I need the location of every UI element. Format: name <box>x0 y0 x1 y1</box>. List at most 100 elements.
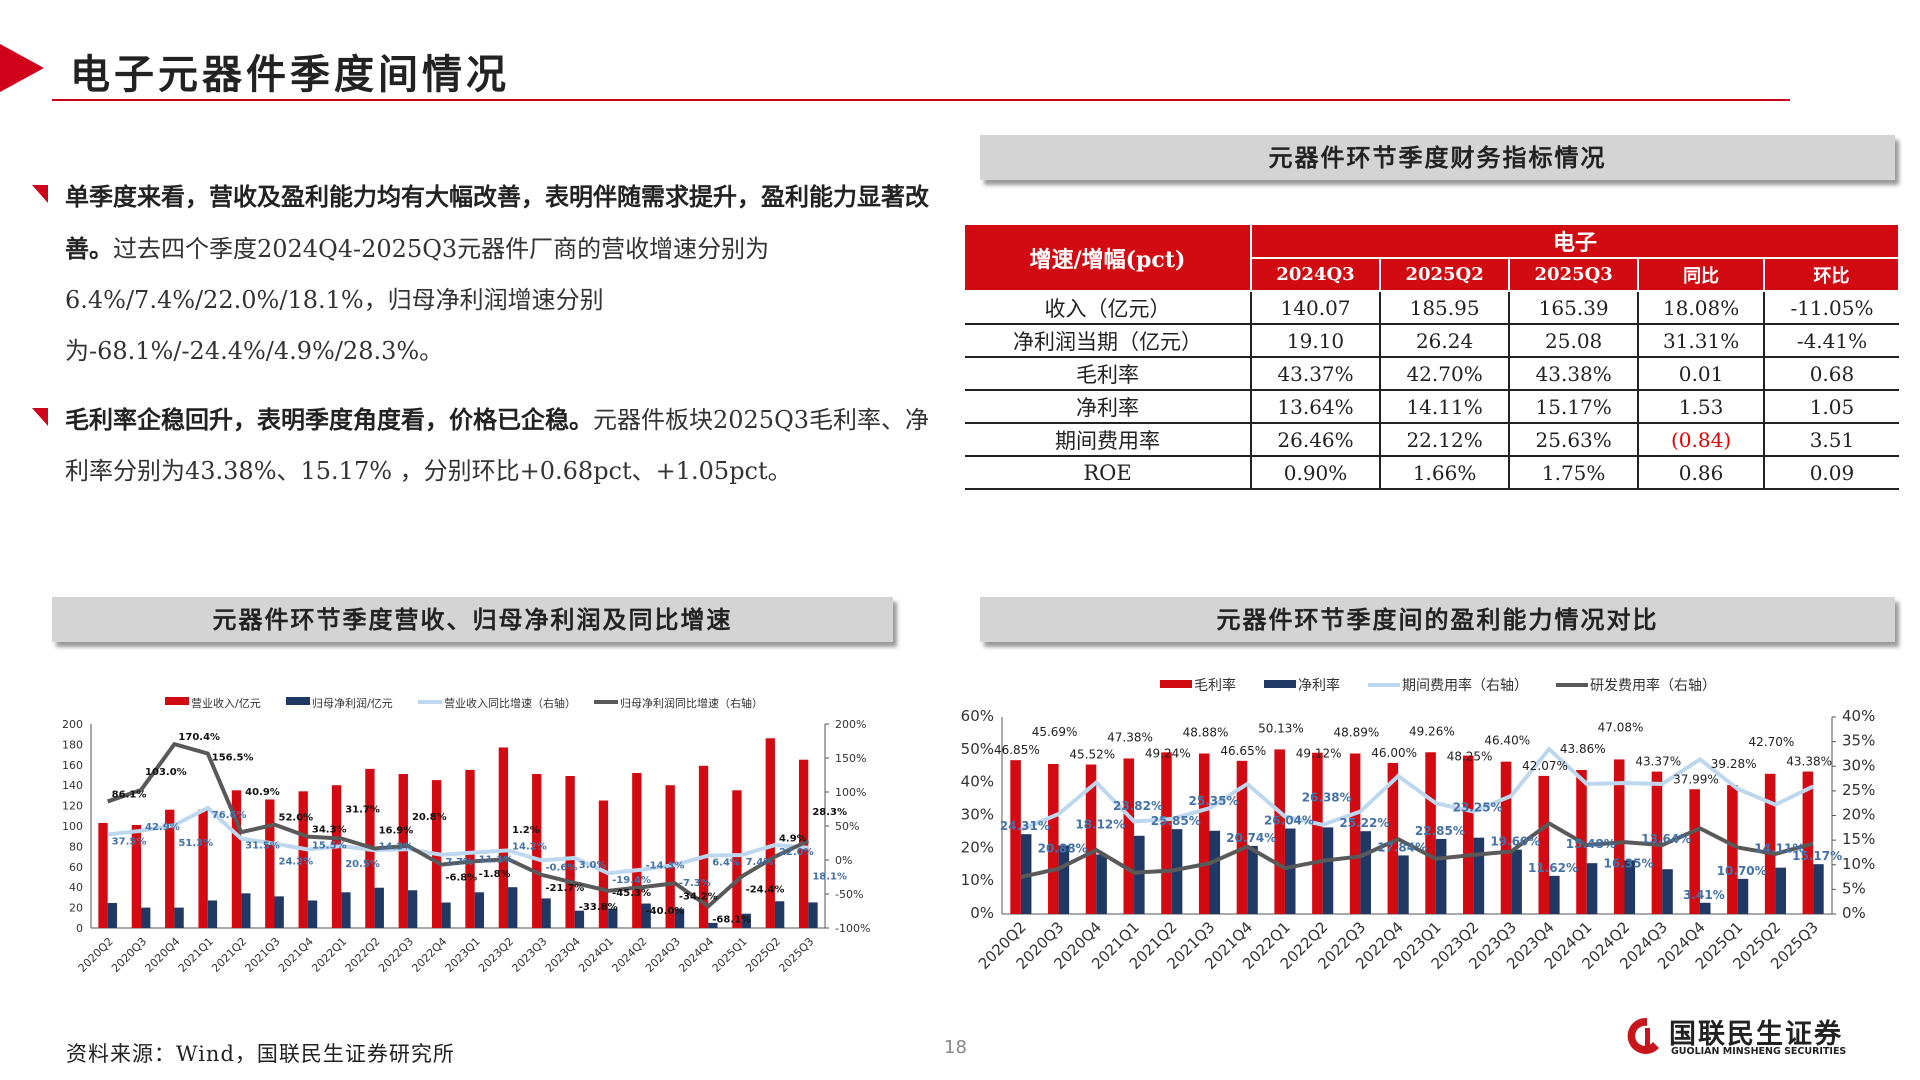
data-label: 48.88% <box>1183 726 1229 740</box>
bullet-marker-icon <box>32 185 48 203</box>
left-tick-label: 100 <box>62 820 83 833</box>
data-label: 20.74% <box>1226 831 1276 845</box>
data-label: -21.7% <box>545 883 584 894</box>
bar-2023Q4-s1 <box>574 910 585 928</box>
bar-2022Q1-s0 <box>331 785 342 928</box>
legend-label: 研发费用率（右轴） <box>1590 677 1716 694</box>
data-label: 49.24% <box>1145 746 1191 760</box>
category-label: 2023Q4 <box>543 935 583 975</box>
data-label: -40.0% <box>646 906 685 917</box>
data-label: 20.8% <box>412 812 447 823</box>
table-cell: 0.68 <box>1763 357 1899 391</box>
table-cell: 25.63% <box>1509 423 1640 457</box>
bar-2021Q3-s0 <box>265 799 275 928</box>
table-cell: 165.39 <box>1509 291 1640 325</box>
data-label: 47.08% <box>1598 720 1644 734</box>
table-col-header: 2024Q3 <box>1251 258 1382 292</box>
bar-2025Q1-s1 <box>741 913 751 928</box>
bar-2024Q2-s0 <box>632 772 642 928</box>
left-tick-label: 40% <box>961 773 994 791</box>
category-label: 2021Q2 <box>209 935 249 975</box>
bar-2024Q2-s1 <box>1624 860 1636 914</box>
bar-2021Q1-s1 <box>1134 835 1145 914</box>
right-tick-label: 15% <box>1842 830 1875 848</box>
legend-label: 营业收入同比增速（右轴） <box>444 696 576 710</box>
data-label: 14.11% <box>1754 842 1804 856</box>
bar-2022Q2-s0 <box>1312 752 1323 914</box>
bullet-1-lead: 单季度来看，营收及盈利能力均有大幅改善，表明伴随需求提升，盈利能力显著改善。 <box>65 182 929 263</box>
bullet-marker-icon <box>32 408 48 426</box>
bar-2021Q2-s0 <box>231 790 242 928</box>
data-label: 15.48% <box>1566 837 1616 851</box>
data-label: 46.00% <box>1371 746 1417 760</box>
bar-2023Q1-s0 <box>465 769 475 928</box>
table-cell: 0.01 <box>1638 357 1765 391</box>
category-label: 2025Q2 <box>743 935 783 975</box>
data-label: 20.88% <box>1038 841 1088 855</box>
right-tick-label: 10% <box>1842 855 1875 873</box>
financial-table: 增速/增幅(pct) 电子 2024Q3 2025Q2 2025Q3 同比 环比 收入（… <box>965 225 1901 490</box>
table-cell: 0.09 <box>1763 456 1899 490</box>
line-series-2 <box>1020 746 1815 832</box>
data-label: 20.5% <box>345 859 380 870</box>
left-tick-label: 180 <box>62 738 83 751</box>
table-col-header: 2025Q2 <box>1380 258 1511 292</box>
bar-2024Q4-s0 <box>1689 789 1700 914</box>
left-tick-label: 50% <box>961 740 994 758</box>
data-label: 15.17% <box>1792 849 1842 863</box>
table-cell: 25.08 <box>1509 324 1640 358</box>
data-label: 6.4% <box>712 858 740 869</box>
table-cell: 1.05 <box>1763 390 1899 424</box>
bar-2023Q1-s1 <box>1435 838 1447 914</box>
data-label: -68.1% <box>712 914 751 925</box>
bar-2024Q1-s1 <box>1586 863 1598 914</box>
data-label: -33.8% <box>579 902 618 913</box>
table-cell: 18.08% <box>1638 291 1765 325</box>
data-label: 46.65% <box>1220 744 1266 758</box>
table-cell: 26.24 <box>1380 324 1511 358</box>
category-label: 2020Q4 <box>142 935 182 975</box>
bar-2022Q3-s1 <box>407 890 418 928</box>
category-label: 2023Q2 <box>476 935 516 975</box>
table-cell: 1.53 <box>1638 390 1765 424</box>
legend-label: 营业收入/亿元 <box>191 696 261 710</box>
left-tick-label: 200 <box>62 718 83 731</box>
category-label: 2022Q4 <box>409 935 449 975</box>
data-label: 42.70% <box>1749 735 1795 749</box>
logo-english: GUOLIAN MINSHENG SECURITIES <box>1671 1046 1847 1057</box>
row-label: 收入（亿元） <box>965 291 1252 325</box>
data-label: 16.9% <box>379 826 414 837</box>
left-tick-label: 60% <box>961 707 994 725</box>
data-label: 13.64% <box>1641 832 1691 846</box>
right-tick-label: 35% <box>1842 732 1875 750</box>
bar-2023Q3-s1 <box>541 898 551 928</box>
bar-2024Q3-s1 <box>1662 869 1673 914</box>
table-row: 收入（亿元） 140.07 185.95 165.39 18.08% -11.05% <box>965 291 1899 325</box>
bar-2020Q3-s0 <box>1048 763 1059 914</box>
data-label: 37.5% <box>112 837 147 848</box>
data-label: 48.89% <box>1334 725 1380 739</box>
table-cell: 13.64% <box>1251 390 1382 424</box>
left-tick-label: 30% <box>961 806 994 824</box>
page-number: 18 <box>944 1037 967 1058</box>
data-label: 14.2% <box>512 841 547 852</box>
table-cell: 185.95 <box>1380 291 1511 325</box>
category-label: 2024Q4 <box>676 935 716 975</box>
left-tick-label: 20% <box>961 838 994 856</box>
legend-swatch-0 <box>165 697 189 705</box>
bar-2023Q2-s0 <box>1463 755 1474 914</box>
bar-2022Q3-s0 <box>1349 753 1361 914</box>
category-label: 2021Q3 <box>243 935 283 975</box>
bar-2022Q1-s0 <box>1274 749 1285 914</box>
bar-2024Q4-s1 <box>1699 902 1711 914</box>
table-cell: 1.66% <box>1380 456 1511 490</box>
table-cell: 31.31% <box>1638 324 1765 358</box>
data-label: 17.84% <box>1377 840 1427 854</box>
footer-source: 资料来源：Wind，国联民生证券研究所 <box>66 1042 455 1066</box>
bar-2023Q3-s0 <box>1500 761 1512 914</box>
title-divider <box>52 99 1790 101</box>
bar-2023Q4-s0 <box>1538 775 1550 914</box>
bar-2020Q3-s1 <box>1058 845 1070 914</box>
bar-2024Q4-s0 <box>698 765 709 928</box>
data-label: 4.9% <box>779 834 807 845</box>
